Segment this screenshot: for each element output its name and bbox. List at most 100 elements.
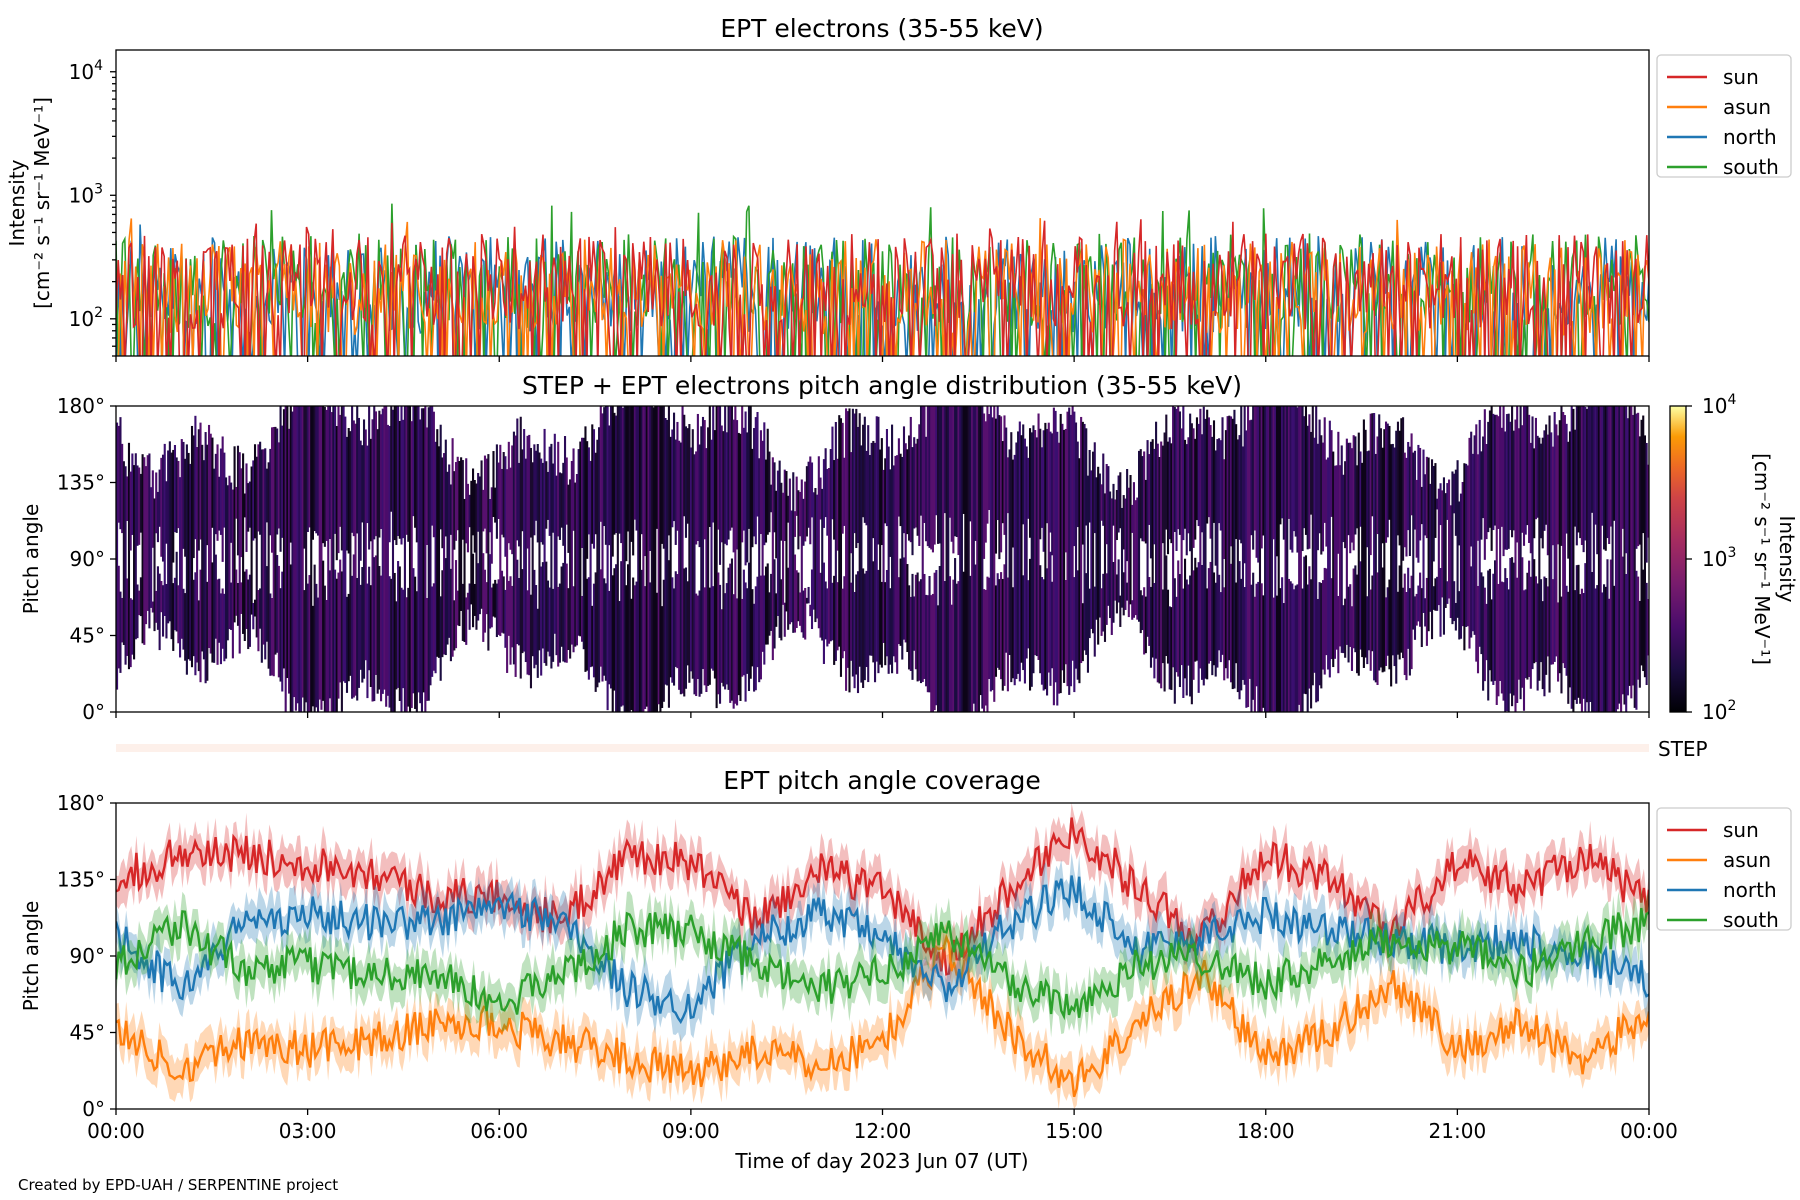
heatmap-cell xyxy=(288,428,291,694)
heatmap-cell xyxy=(214,453,217,535)
heatmap-cell xyxy=(1420,486,1423,525)
heatmap-cell xyxy=(296,406,299,704)
heatmap-cell xyxy=(1543,576,1546,697)
heatmap-cell xyxy=(596,439,599,688)
heatmap-cell xyxy=(982,413,986,559)
heatmap-cell xyxy=(1408,588,1411,676)
heatmap-cell xyxy=(1439,567,1442,637)
heatmap-cell xyxy=(1003,564,1006,686)
x-tick-label: 00:00 xyxy=(87,1119,145,1143)
heatmap-cell xyxy=(1551,446,1555,546)
heatmap-cell xyxy=(1318,582,1321,686)
heatmap-cell xyxy=(1579,406,1582,539)
heatmap-cell xyxy=(1287,578,1290,712)
heatmap-cell xyxy=(918,424,921,546)
heatmap-cell xyxy=(139,577,142,617)
heatmap-cell xyxy=(913,596,916,651)
heatmap-cell xyxy=(785,471,788,612)
heatmap-cell xyxy=(1476,585,1480,674)
heatmap-cell xyxy=(1093,586,1096,657)
heatmap-cell xyxy=(998,579,1001,670)
heatmap-cell xyxy=(403,406,406,712)
heatmap-cell xyxy=(909,596,912,671)
heatmap-cell xyxy=(635,406,638,531)
heatmap-cell xyxy=(1432,586,1435,610)
heatmap-cell xyxy=(405,597,408,712)
heatmap-cell xyxy=(1350,448,1354,543)
heatmap-cell xyxy=(1539,443,1543,539)
heatmap-cell xyxy=(671,577,674,683)
heatmap-cell xyxy=(1405,457,1408,557)
heatmap-cell xyxy=(383,406,386,690)
heatmap-cell xyxy=(931,593,934,712)
heatmap-cell xyxy=(691,429,694,679)
heatmap-cell xyxy=(453,600,456,651)
heatmap-cell xyxy=(311,406,314,540)
heatmap-cell xyxy=(1223,459,1226,560)
heatmap-cell xyxy=(911,573,914,680)
x-tick-label: 06:00 xyxy=(470,1119,528,1143)
pitch-angle-line-asun xyxy=(116,933,1649,1098)
heatmap-cell xyxy=(1407,441,1410,531)
heatmap-cell xyxy=(347,427,350,554)
heatmap-cell xyxy=(400,587,403,712)
heatmap-cell xyxy=(449,568,452,662)
heatmap-cell xyxy=(192,435,195,559)
heatmap-cell xyxy=(1085,428,1088,526)
heatmap-cell xyxy=(271,427,274,553)
heatmap-cell xyxy=(1553,411,1556,662)
heatmap-cell xyxy=(1257,406,1260,563)
heatmap-cell xyxy=(1465,463,1468,627)
heatmap-cell xyxy=(649,582,652,712)
heatmap-cell xyxy=(223,593,226,662)
heatmap-cell xyxy=(862,568,865,688)
heatmap-cell xyxy=(1471,453,1474,632)
heatmap-cell xyxy=(751,589,754,667)
heatmap-cell xyxy=(407,406,410,542)
heatmap-cell xyxy=(957,581,960,712)
heatmap-cell xyxy=(1165,555,1168,657)
heatmap-cell xyxy=(1040,447,1044,528)
heatmap-cell xyxy=(1567,591,1570,704)
heatmap-cell xyxy=(1103,493,1107,642)
colorbar-tick-label: 104 xyxy=(1702,392,1736,418)
heatmap-cell xyxy=(877,569,880,674)
heatmap-cell xyxy=(482,489,485,532)
heatmap-cell xyxy=(1071,406,1074,661)
panel4-ylabel: Pitch angle xyxy=(19,901,43,1012)
heatmap-cell xyxy=(134,453,137,640)
heatmap-cell xyxy=(1272,597,1275,712)
heatmap-cell xyxy=(158,469,161,527)
heatmap-cell xyxy=(509,576,512,665)
heatmap-cell xyxy=(1219,592,1222,663)
heatmap-cell xyxy=(138,590,141,616)
heatmap-cell xyxy=(121,597,124,643)
heatmap-cell xyxy=(209,433,212,654)
heatmap-cell xyxy=(463,498,466,643)
heatmap-cell xyxy=(1030,432,1033,687)
heatmap-cell xyxy=(604,406,607,545)
heatmap-cell xyxy=(713,430,716,679)
heatmap-cell xyxy=(1056,431,1059,706)
heatmap-cell xyxy=(344,416,347,683)
heatmap-cell xyxy=(126,578,129,656)
heatmap-cell xyxy=(1461,481,1464,627)
y-tick-label: 135° xyxy=(57,471,105,495)
heatmap-cell xyxy=(1379,428,1382,668)
heatmap-cell xyxy=(1420,588,1423,648)
heatmap-cell xyxy=(795,570,798,629)
heatmap-cell xyxy=(330,412,333,712)
heatmap-cell xyxy=(615,564,618,712)
heatmap-cell xyxy=(914,443,917,528)
panel1-y-axis: 102 103 104 xyxy=(69,58,116,357)
heatmap-cell xyxy=(1272,406,1275,540)
heatmap-cell xyxy=(717,572,720,695)
heatmap-cell xyxy=(1124,498,1127,610)
heatmap-cell xyxy=(1127,487,1130,618)
heatmap-cell xyxy=(809,604,812,617)
heatmap-cell xyxy=(1541,601,1544,690)
heatmap-cell xyxy=(272,426,275,677)
heatmap-cell xyxy=(562,462,565,546)
heatmap-cell xyxy=(1367,450,1371,651)
heatmap-cell xyxy=(1507,589,1510,712)
